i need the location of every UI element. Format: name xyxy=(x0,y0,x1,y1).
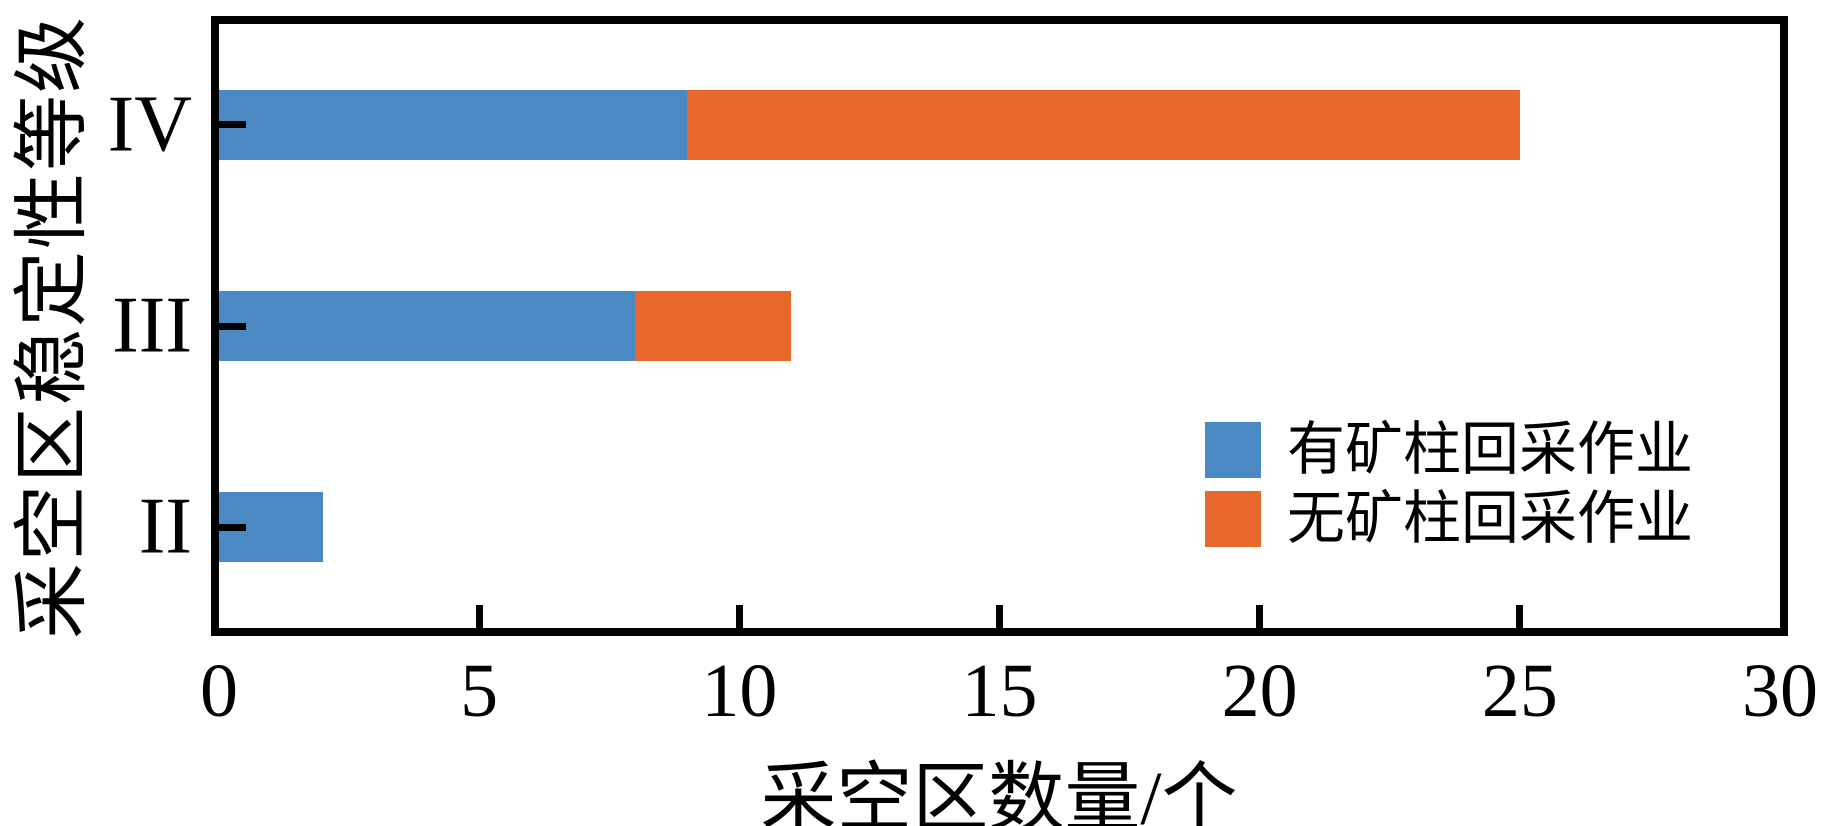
plot-area xyxy=(211,16,1788,636)
legend-row-without-pillar: 无矿柱回采作业 xyxy=(1205,490,1693,548)
x-tick-label-0: 0 xyxy=(200,649,238,733)
x-tick-15 xyxy=(996,605,1003,628)
bar-segment-iv-series1 xyxy=(687,89,1520,160)
x-tick-10 xyxy=(735,605,743,628)
x-tick-label-15: 15 xyxy=(961,649,1038,733)
x-tick-label-10: 10 xyxy=(701,649,778,733)
bar-segment-iii-series0 xyxy=(219,291,636,361)
bar-segment-iii-series1 xyxy=(635,291,792,361)
x-tick-label-25: 25 xyxy=(1481,649,1558,733)
legend-swatch-orange xyxy=(1205,491,1261,547)
y-tick-ii xyxy=(219,523,246,531)
legend: 有矿柱回采作业 无矿柱回采作业 xyxy=(1205,421,1693,548)
legend-label-without-pillar: 无矿柱回采作业 xyxy=(1287,486,1694,551)
x-axis-label: 采空区数量/个 xyxy=(760,757,1238,826)
x-tick-20 xyxy=(1256,605,1264,628)
legend-label-with-pillar: 有矿柱回采作业 xyxy=(1287,417,1694,482)
bar-segment-iv-series0 xyxy=(219,89,688,160)
x-tick-label-20: 20 xyxy=(1221,649,1298,733)
x-tick-5 xyxy=(475,605,483,628)
x-tick-label-5: 5 xyxy=(460,649,499,733)
y-axis-label: 采空区稳定性等级 xyxy=(11,15,95,639)
x-tick-25 xyxy=(1516,605,1524,628)
category-label-iii: III xyxy=(112,281,192,370)
y-tick-iv xyxy=(219,121,246,129)
legend-row-with-pillar: 有矿柱回采作业 xyxy=(1205,421,1693,479)
category-label-iv: IV xyxy=(107,80,192,169)
y-tick-iii xyxy=(219,322,246,330)
category-label-ii: II xyxy=(138,482,192,571)
legend-swatch-blue xyxy=(1205,422,1261,478)
x-tick-label-30: 30 xyxy=(1742,649,1818,733)
